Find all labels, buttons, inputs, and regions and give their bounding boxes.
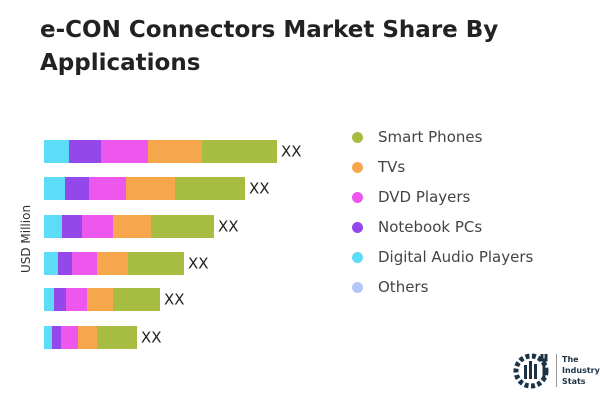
- bar-segment-tvs: [78, 326, 97, 349]
- data-label: XX: [188, 255, 209, 273]
- legend-item: Digital Audio Players: [352, 248, 533, 266]
- bar-segment-notebook-pcs: [52, 326, 61, 349]
- legend-item: DVD Players: [352, 188, 470, 206]
- legend-marker: [352, 221, 363, 233]
- bar-segment-dvd-players: [82, 215, 113, 238]
- bar-segment-smart-phones: [175, 177, 245, 200]
- gear-wrench-icon: [513, 353, 549, 389]
- bar-segment-dvd-players: [101, 140, 148, 163]
- logo: The Industry Stats: [512, 350, 600, 390]
- bar-segment-digital-audio-players: [44, 140, 69, 163]
- bar-row: [44, 215, 214, 238]
- data-label: XX: [141, 329, 162, 347]
- logo-line: Stats: [562, 376, 586, 386]
- bar-segment-smart-phones: [151, 215, 214, 238]
- legend-marker: [352, 191, 363, 203]
- bar-segment-dvd-players: [61, 326, 78, 349]
- legend-item: Others: [352, 278, 428, 296]
- bar-segment-tvs: [113, 215, 151, 238]
- legend-marker: [352, 131, 363, 143]
- bar-segment-dvd-players: [66, 288, 87, 311]
- legend-marker: [352, 251, 363, 263]
- bar-segment-notebook-pcs: [58, 252, 72, 275]
- bar-segment-tvs: [126, 177, 175, 200]
- bar-segment-notebook-pcs: [54, 288, 66, 311]
- bar-row: [44, 177, 245, 200]
- bar-segment-dvd-players: [89, 177, 126, 200]
- legend-item: Smart Phones: [352, 128, 482, 146]
- bar-segment-digital-audio-players: [44, 177, 65, 200]
- bar-segment-tvs: [87, 288, 113, 311]
- data-label: XX: [281, 143, 302, 161]
- legend-marker: [352, 281, 363, 293]
- logo-line: The: [562, 354, 579, 364]
- legend-item: Notebook PCs: [352, 218, 482, 236]
- logo-text: The Industry Stats: [556, 353, 600, 387]
- legend-label: Others: [378, 278, 429, 296]
- bar-segment-digital-audio-players: [44, 288, 54, 311]
- legend-marker: [352, 161, 363, 173]
- bar-segment-tvs: [148, 140, 202, 163]
- bar-segment-smart-phones: [97, 326, 137, 349]
- legend-item: TVs: [352, 158, 405, 176]
- bar-row: [44, 288, 160, 311]
- legend-label: Smart Phones: [378, 128, 483, 146]
- bar-segment-dvd-players: [72, 252, 97, 275]
- bar-segment-smart-phones: [202, 140, 277, 163]
- bar-segment-notebook-pcs: [65, 177, 89, 200]
- bar-segment-smart-phones: [113, 288, 160, 311]
- bar-segment-tvs: [97, 252, 128, 275]
- chart-title: e-CON Connectors Market Share By Applica…: [40, 17, 499, 76]
- bar-segment-digital-audio-players: [44, 252, 58, 275]
- legend-label: Digital Audio Players: [378, 248, 534, 266]
- bar-row: [44, 326, 137, 349]
- data-label: XX: [249, 180, 270, 198]
- bar-segment-notebook-pcs: [69, 140, 101, 163]
- bar-row: [44, 140, 277, 163]
- data-label: XX: [164, 291, 185, 309]
- bar-segment-smart-phones: [128, 252, 184, 275]
- legend-label: TVs: [378, 158, 406, 176]
- bar-row: [44, 252, 184, 275]
- legend-label: DVD Players: [378, 188, 471, 206]
- data-label: XX: [218, 218, 239, 236]
- bar-segment-notebook-pcs: [62, 215, 82, 238]
- bar-segment-digital-audio-players: [44, 215, 62, 238]
- legend-label: Notebook PCs: [378, 218, 483, 236]
- logo-line: Industry: [562, 365, 600, 375]
- bar-segment-digital-audio-players: [44, 326, 52, 349]
